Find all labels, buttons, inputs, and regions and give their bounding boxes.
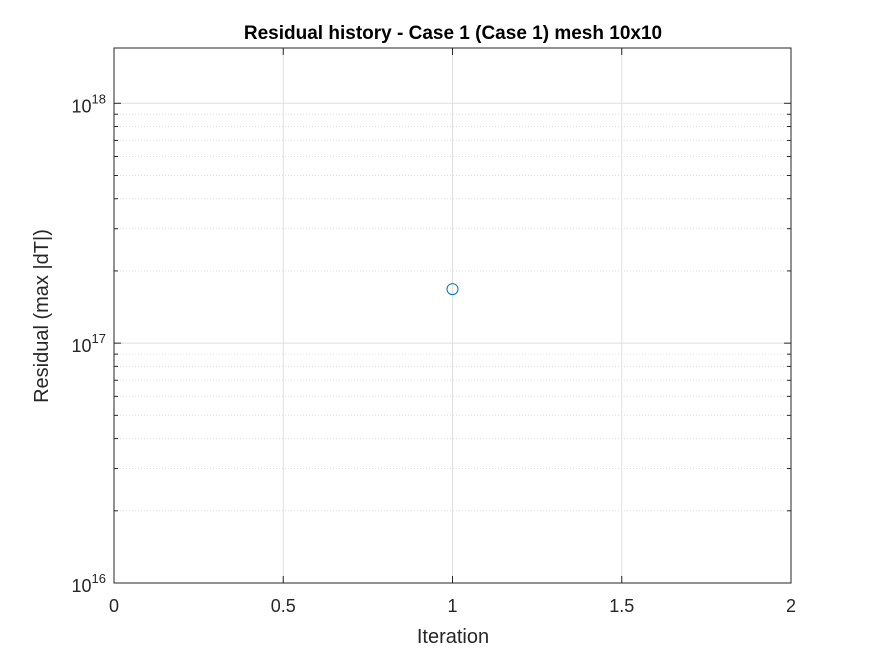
ticks-layer: 0 0.5 1 1.5 2 1016 1017 1018 <box>72 48 796 616</box>
x-tick-label: 2 <box>786 596 796 616</box>
y-tick-label: 1017 <box>72 331 107 356</box>
x-tick-label: 1.5 <box>609 596 634 616</box>
x-tick-label: 0.5 <box>271 596 296 616</box>
x-tick-label: 0 <box>109 596 119 616</box>
data-point <box>446 283 459 296</box>
marks-layer <box>446 283 459 296</box>
grid-layer <box>114 48 791 583</box>
chart-title: Residual history - Case 1 (Case 1) mesh … <box>244 23 662 44</box>
x-tick-label: 1 <box>447 596 457 616</box>
x-axis-label: Iteration <box>417 626 489 648</box>
y-tick-label: 1016 <box>72 571 107 596</box>
y-axis-label: Residual (max |dT|) <box>31 229 53 403</box>
y-tick-label: 1018 <box>72 91 107 116</box>
